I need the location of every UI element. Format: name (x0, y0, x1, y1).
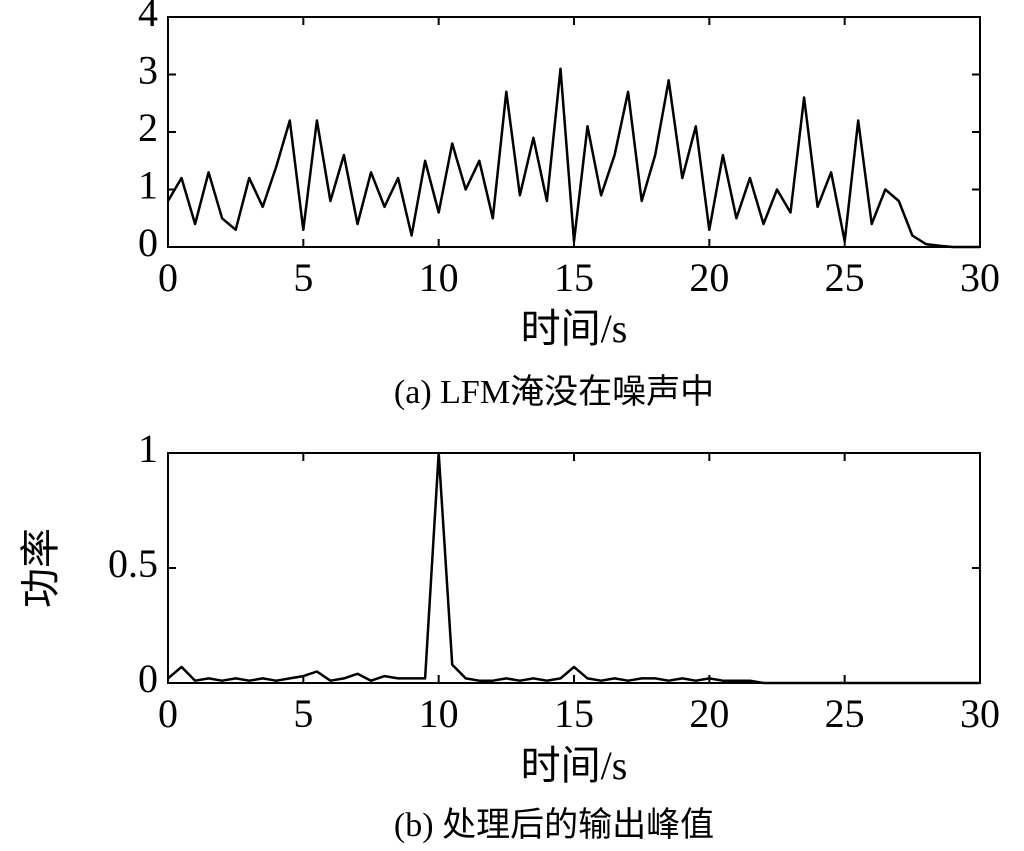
x-axis-label: 时间/s (521, 743, 628, 788)
x-tick-label: 5 (293, 691, 313, 736)
x-tick-label: 30 (960, 691, 1000, 736)
y-tick-label: 1 (138, 426, 158, 471)
x-tick-label: 30 (960, 255, 1000, 300)
caption: (b) 处理后的输出峰值 (394, 806, 714, 844)
x-tick-label: 20 (689, 255, 729, 300)
x-tick-label: 0 (158, 255, 178, 300)
y-tick-label: 2 (138, 105, 158, 150)
x-tick-label: 5 (293, 255, 313, 300)
x-tick-label: 15 (554, 691, 594, 736)
x-tick-label: 0 (158, 691, 178, 736)
x-tick-label: 20 (689, 691, 729, 736)
x-tick-label: 25 (825, 691, 865, 736)
signal-line (167, 451, 980, 685)
y-tick-label: 3 (138, 48, 158, 93)
x-tick-label: 10 (419, 255, 459, 300)
y-tick-label: 1 (138, 163, 158, 208)
caption: (a) LFM淹没在噪声中 (394, 373, 714, 411)
y-tick-label: 4 (138, 0, 158, 35)
axes-box (167, 16, 981, 248)
x-tick-label: 15 (554, 255, 594, 300)
x-axis-label: 时间/s (521, 306, 628, 351)
x-tick-label: 10 (419, 691, 459, 736)
y-tick-label: 0 (138, 220, 158, 265)
y-tick-label: 0 (138, 656, 158, 701)
x-tick-label: 25 (825, 255, 865, 300)
axes-box (167, 452, 981, 684)
y-tick-label: 0.5 (108, 541, 158, 586)
y-axis-label: 功率 (18, 528, 63, 608)
signal-line (166, 67, 980, 249)
